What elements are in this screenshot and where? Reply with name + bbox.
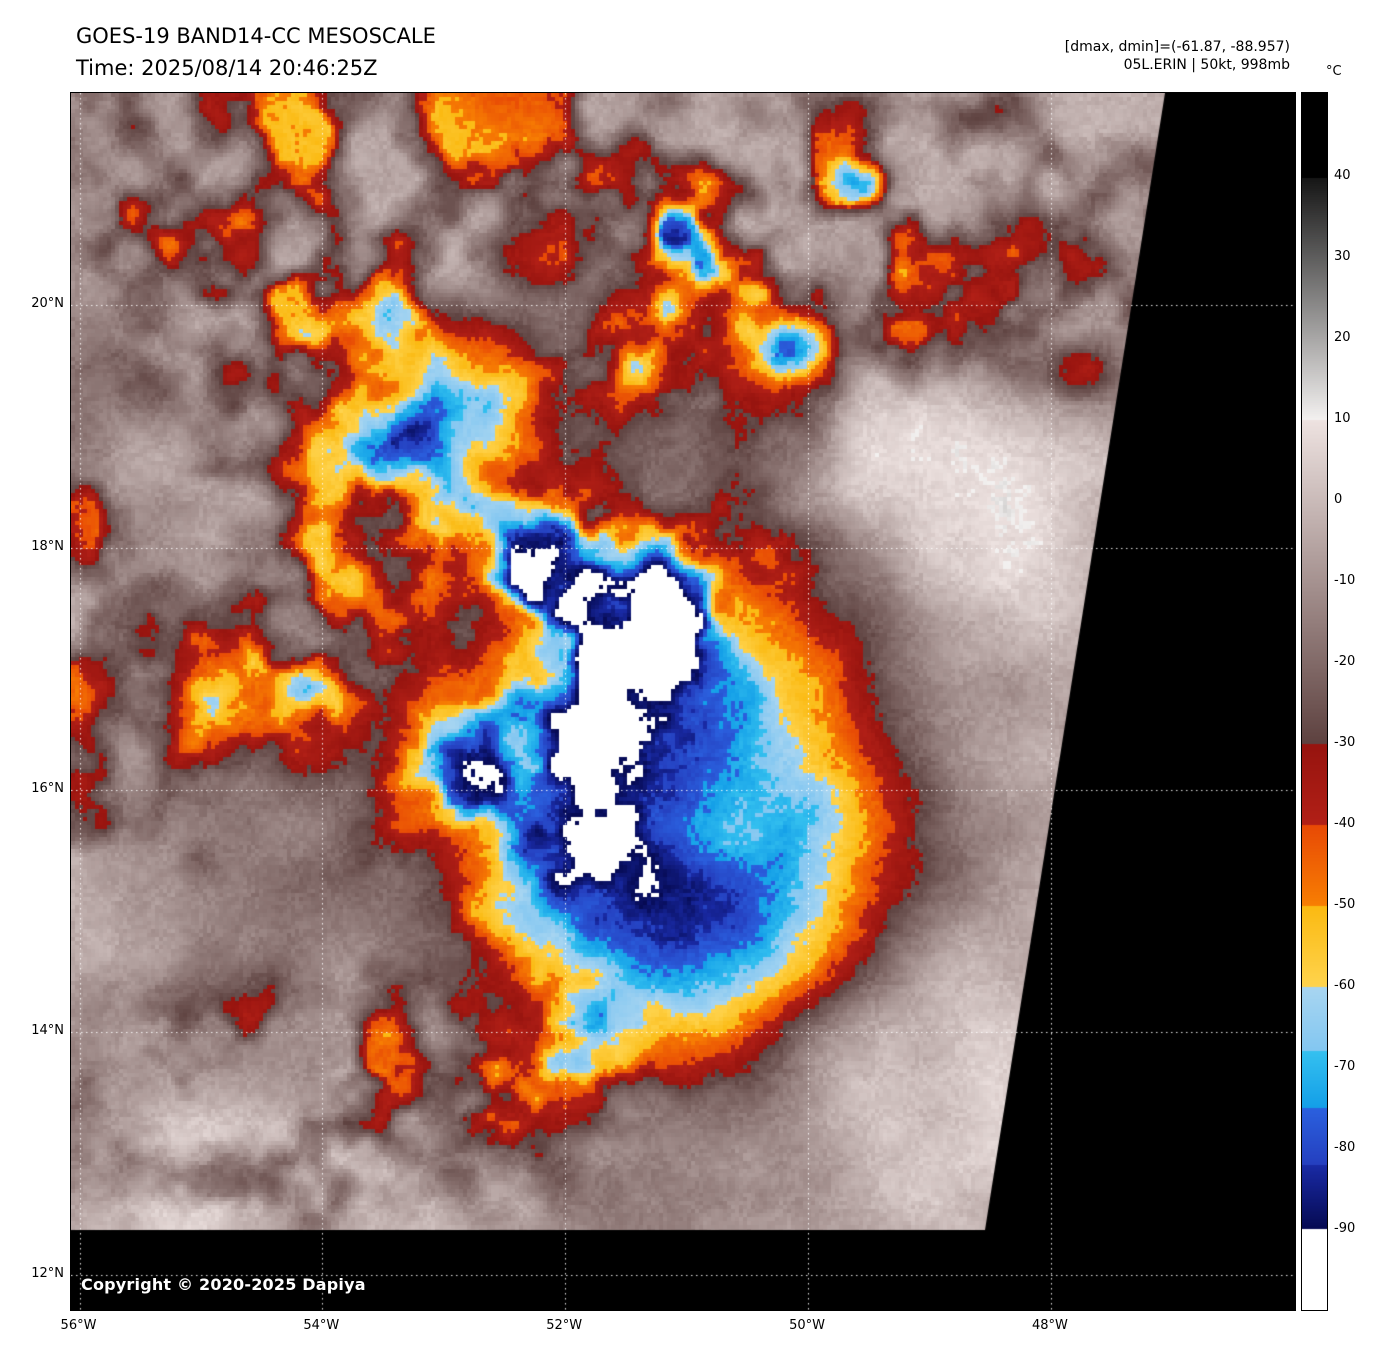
colorbar-tick-label: -70 bbox=[1334, 1058, 1356, 1074]
y-tick-label: 12°N bbox=[31, 1265, 64, 1281]
colorbar-tick-label: 0 bbox=[1334, 492, 1343, 508]
colorbar-tick-label: -20 bbox=[1334, 654, 1356, 670]
x-tick-label: 52°W bbox=[546, 1318, 583, 1333]
colorbar-tick-label: 30 bbox=[1334, 249, 1351, 265]
satellite-plot-area: Copyright © 2020-2025 Dapiya bbox=[70, 92, 1296, 1311]
figure-timestamp: Time: 2025/08/14 20:46:25Z bbox=[76, 56, 378, 80]
y-tick-label: 14°N bbox=[31, 1023, 64, 1039]
x-tick-label: 50°W bbox=[789, 1318, 826, 1333]
x-tick-label: 48°W bbox=[1031, 1318, 1068, 1333]
figure-annotations: [dmax, dmin]=(-61.87, -88.957) 05L.ERIN … bbox=[1065, 38, 1290, 74]
storm-info-annotation: 05L.ERIN | 50kt, 998mb bbox=[1123, 57, 1290, 73]
x-tick-label: 56°W bbox=[60, 1318, 97, 1333]
x-tick-label: 54°W bbox=[303, 1318, 340, 1333]
y-tick-label: 18°N bbox=[31, 538, 64, 554]
colorbar-tick-label: -50 bbox=[1334, 896, 1356, 912]
colorbar-tick-label: -90 bbox=[1334, 1220, 1356, 1236]
colorbar-tick-label: 40 bbox=[1334, 168, 1351, 184]
figure-header: GOES-19 BAND14-CC MESOSCALE Time: 2025/0… bbox=[76, 20, 436, 84]
colorbar-tick-label: -80 bbox=[1334, 1139, 1356, 1155]
colorbar-unit-label: °C bbox=[1326, 64, 1342, 79]
y-tick-label: 16°N bbox=[31, 780, 64, 796]
y-tick-label: 20°N bbox=[31, 296, 64, 312]
colorbar-tick-label: -60 bbox=[1334, 977, 1356, 993]
figure-title: GOES-19 BAND14-CC MESOSCALE bbox=[76, 24, 436, 48]
colorbar-tick-label: 10 bbox=[1334, 411, 1351, 427]
colorbar-tick-label: -40 bbox=[1334, 815, 1356, 831]
colorbar-tick-label: 20 bbox=[1334, 330, 1351, 346]
copyright-watermark: Copyright © 2020-2025 Dapiya bbox=[81, 1275, 366, 1294]
colorbar bbox=[1301, 92, 1328, 1311]
colorbar-tick-label: -10 bbox=[1334, 573, 1356, 589]
dmax-dmin-annotation: [dmax, dmin]=(-61.87, -88.957) bbox=[1064, 39, 1290, 55]
satellite-imagery-canvas bbox=[71, 93, 1295, 1310]
colorbar-tick-label: -30 bbox=[1334, 735, 1356, 750]
